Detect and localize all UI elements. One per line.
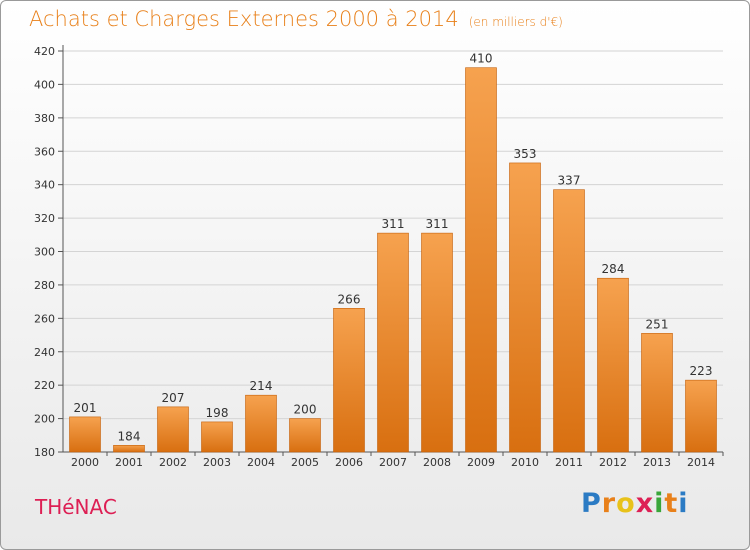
- proxiti-logo: Proxiti: [581, 488, 689, 519]
- bar: [553, 189, 585, 453]
- y-tick-label: 420: [34, 45, 55, 58]
- bar: [113, 445, 145, 453]
- x-tick-label: 2001: [115, 456, 143, 469]
- x-tick-label: 2006: [335, 456, 363, 469]
- x-tick-label: 2013: [643, 456, 671, 469]
- x-tick-label: 2009: [467, 456, 495, 469]
- logo-letter: o: [616, 488, 636, 519]
- data-label: 200: [294, 403, 317, 417]
- data-label: 251: [646, 317, 669, 331]
- x-tick-labels: 2000 2001 2002 2003 2004 2005 2006 2007 2008 2009…: [71, 456, 715, 469]
- y-tick-label: 380: [34, 112, 55, 125]
- bar: [201, 421, 233, 453]
- y-tick-label: 280: [34, 279, 55, 292]
- data-label: 410: [470, 52, 493, 66]
- x-tick-label: 2014: [687, 456, 715, 469]
- x-tick-label: 2005: [291, 456, 319, 469]
- y-tick-label: 400: [34, 78, 55, 91]
- chart-title-text: Achats et Charges Externes 2000 à 2014: [29, 7, 459, 31]
- data-label: 214: [250, 379, 273, 393]
- chart-title: Achats et Charges Externes 2000 à 2014 (e…: [29, 7, 563, 31]
- data-label: 184: [118, 429, 141, 443]
- bar: [333, 308, 365, 453]
- y-tick-label: 300: [34, 246, 55, 259]
- x-tick-label: 2007: [379, 456, 407, 469]
- bar: [377, 232, 409, 453]
- x-tick-label: 2000: [71, 456, 99, 469]
- data-label: 311: [426, 217, 449, 231]
- bar: [69, 416, 101, 453]
- bar: [509, 162, 541, 453]
- logo-letter: t: [664, 488, 679, 519]
- chart-unit: (en milliers d'€): [468, 15, 563, 29]
- logo-letter: i: [654, 488, 665, 519]
- logo-letter: i: [678, 488, 689, 519]
- y-tick-label: 240: [34, 346, 55, 359]
- y-tick-label: 180: [34, 446, 55, 459]
- bar: [641, 333, 673, 453]
- data-label: 207: [162, 391, 185, 405]
- y-tick-label: 360: [34, 145, 55, 158]
- x-tick-label: 2008: [423, 456, 451, 469]
- bar: [289, 418, 321, 453]
- x-tick-label: 2010: [511, 456, 539, 469]
- data-label: 311: [382, 217, 405, 231]
- y-tick-labels: 180 200 220 240 260 280 300 320 340 360 380 400 420: [34, 45, 55, 459]
- x-tick-label: 2004: [247, 456, 275, 469]
- x-tick-label: 2003: [203, 456, 231, 469]
- bar: [465, 67, 497, 453]
- logo-letter: x: [635, 488, 655, 519]
- y-tick-label: 220: [34, 379, 55, 392]
- bars: [69, 67, 717, 453]
- bar: [597, 277, 629, 453]
- data-label: 201: [74, 401, 97, 415]
- bar: [245, 394, 277, 453]
- x-tick-label: 2011: [555, 456, 583, 469]
- y-tick-label: 320: [34, 212, 55, 225]
- data-label: 198: [206, 406, 229, 420]
- data-label: 266: [338, 292, 361, 306]
- data-label: 353: [514, 147, 537, 161]
- y-tick-label: 260: [34, 312, 55, 325]
- bar: [685, 379, 717, 453]
- data-label: 223: [690, 364, 713, 378]
- data-label: 337: [558, 174, 581, 188]
- commune-name: THéNAC: [35, 495, 117, 519]
- logo-letter: r: [601, 488, 617, 519]
- x-tick-label: 2002: [159, 456, 187, 469]
- x-tick-label: 2012: [599, 456, 627, 469]
- bar: [421, 232, 453, 453]
- logo-letter: P: [581, 488, 602, 519]
- data-label: 284: [602, 262, 625, 276]
- bar: [157, 406, 189, 453]
- data-labels: 201 184 207 198 214 200 266 311 311 410 353 337 284 2…: [74, 52, 713, 444]
- y-tick-label: 340: [34, 179, 55, 192]
- y-tick-label: 200: [34, 413, 55, 426]
